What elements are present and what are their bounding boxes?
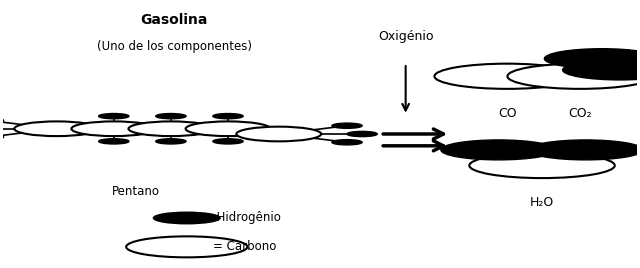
Ellipse shape [99, 114, 129, 119]
Text: Pentano: Pentano [112, 185, 160, 198]
Text: Oxigénio: Oxigénio [378, 30, 433, 43]
Ellipse shape [156, 114, 186, 119]
Ellipse shape [347, 131, 377, 137]
Ellipse shape [213, 114, 243, 119]
Ellipse shape [72, 121, 156, 136]
Ellipse shape [129, 121, 213, 136]
Ellipse shape [332, 140, 362, 145]
Ellipse shape [528, 140, 640, 160]
Ellipse shape [99, 139, 129, 144]
Ellipse shape [126, 236, 248, 257]
Ellipse shape [0, 118, 4, 123]
Ellipse shape [156, 139, 186, 144]
Ellipse shape [0, 135, 4, 140]
Ellipse shape [213, 139, 243, 144]
Text: CO₂: CO₂ [568, 106, 592, 120]
Ellipse shape [236, 127, 321, 141]
Text: = Carbono: = Carbono [213, 240, 276, 253]
Ellipse shape [636, 59, 640, 79]
Text: H₂O: H₂O [530, 196, 554, 209]
Ellipse shape [545, 49, 640, 69]
Text: = Hidrogênio: = Hidrogênio [203, 211, 280, 225]
Ellipse shape [441, 140, 556, 160]
Text: CO: CO [498, 106, 516, 120]
Text: (Uno de los componentes): (Uno de los componentes) [97, 40, 252, 53]
Ellipse shape [563, 60, 640, 80]
Ellipse shape [154, 212, 220, 224]
Ellipse shape [469, 153, 615, 178]
Ellipse shape [14, 121, 99, 136]
Ellipse shape [186, 121, 271, 136]
Ellipse shape [435, 64, 580, 89]
Ellipse shape [332, 123, 362, 128]
Ellipse shape [508, 64, 640, 89]
Text: Gasolina: Gasolina [140, 13, 208, 27]
